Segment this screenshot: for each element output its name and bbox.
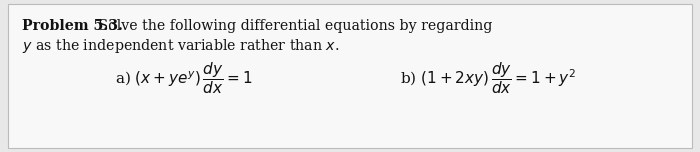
Text: a) $(x + ye^{y})\,\dfrac{dy}{dx} = 1$: a) $(x + ye^{y})\,\dfrac{dy}{dx} = 1$ <box>115 60 253 96</box>
Text: Problem 5.3.: Problem 5.3. <box>22 19 123 33</box>
Text: $y$ as the independent variable rather than $x$.: $y$ as the independent variable rather t… <box>22 37 339 55</box>
Text: Solve the following differential equations by regarding: Solve the following differential equatio… <box>94 19 492 33</box>
Text: b) $(1 + 2xy)\,\dfrac{dy}{dx} = 1 + y^{2}$: b) $(1 + 2xy)\,\dfrac{dy}{dx} = 1 + y^{2… <box>400 60 576 96</box>
FancyBboxPatch shape <box>8 4 692 148</box>
